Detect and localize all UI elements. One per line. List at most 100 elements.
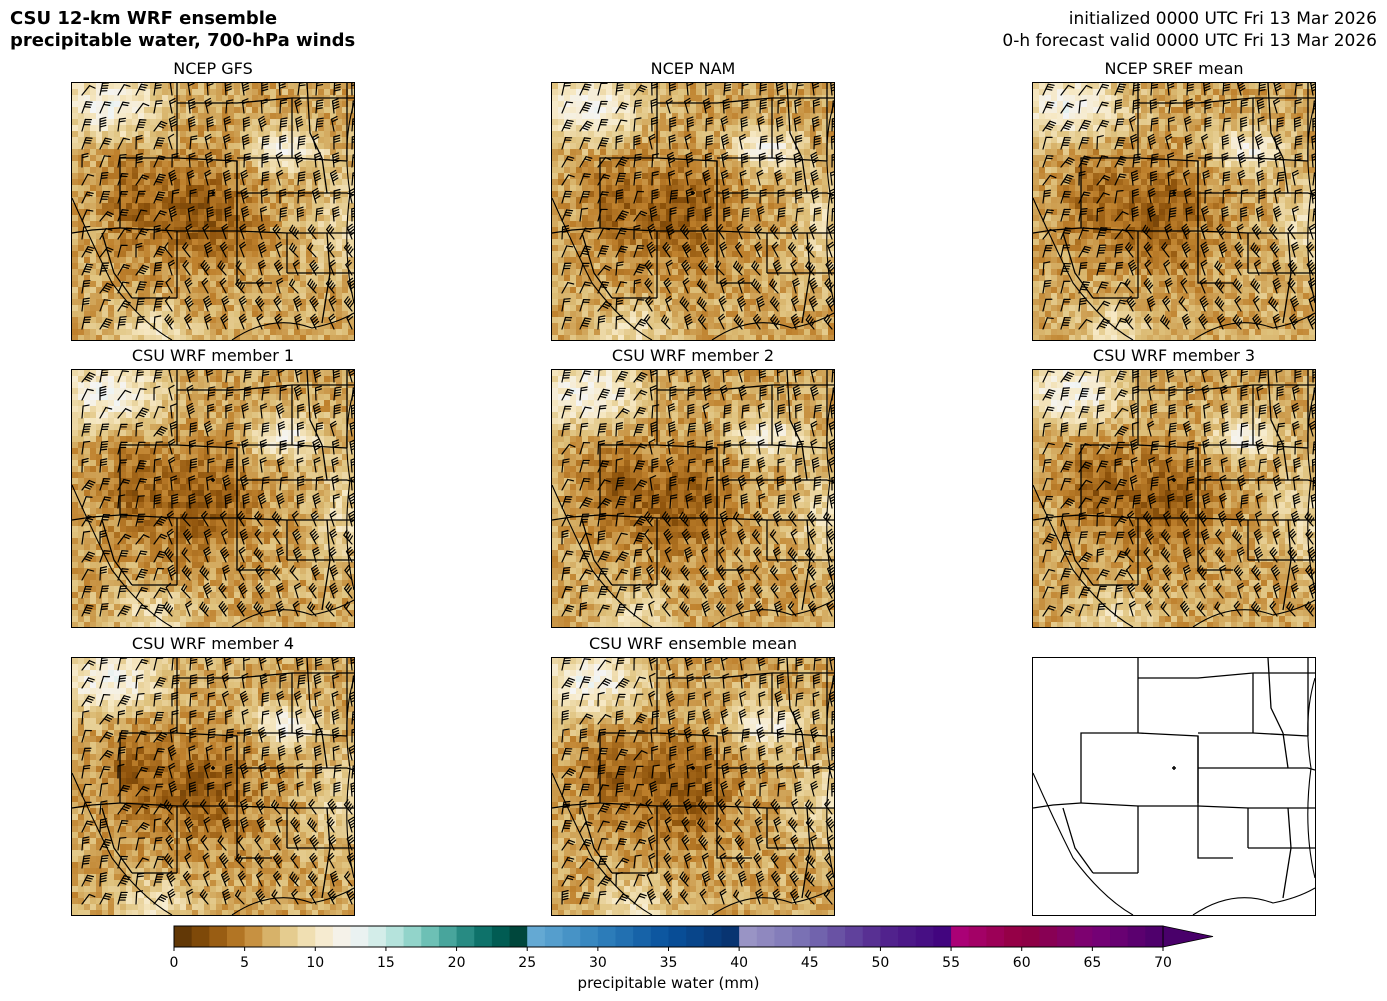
- colorbar-tick-label: 5: [240, 955, 249, 971]
- panel-title-member2: CSU WRF member 2: [551, 347, 835, 365]
- state-borders: [72, 658, 354, 915]
- colorbar-bin: [845, 926, 864, 947]
- colorbar-bin: [915, 926, 935, 947]
- colorbar-bin: [668, 926, 687, 947]
- pw-map-svg: [72, 83, 354, 340]
- colorbar-bin: [403, 926, 422, 947]
- colorbar-bin: [774, 926, 793, 947]
- colorbar-tick-label: 50: [872, 955, 890, 971]
- map-panel-nam: [551, 82, 835, 341]
- colorbar-bin: [809, 926, 829, 947]
- pw-map-svg: [1033, 83, 1315, 340]
- figure-title-line2: precipitable water, 700-hPa winds: [10, 30, 355, 52]
- colorbar-tick-label: 70: [1154, 955, 1172, 971]
- colorbar-label: precipitable water (mm): [0, 974, 1337, 992]
- colorbar-bin: [951, 926, 970, 947]
- panel-title-member1: CSU WRF member 1: [71, 347, 355, 365]
- wind-barbs: [561, 658, 834, 905]
- colorbar-bin: [1057, 926, 1076, 947]
- basemap-svg: [1033, 658, 1315, 915]
- colorbar-bin: [827, 926, 846, 947]
- colorbar-bin: [898, 926, 917, 947]
- pw-map-svg: [72, 370, 354, 627]
- colorbar-bin: [1092, 926, 1111, 947]
- colorbar-bin: [1039, 926, 1058, 947]
- map-panel-ensemble-mean: [551, 657, 835, 916]
- colorbar-bin: [1021, 926, 1040, 947]
- colorbar-tick-label: 40: [730, 955, 748, 971]
- colorbar-tick-label: 0: [170, 955, 179, 971]
- wind-barbs: [561, 370, 834, 617]
- colorbar-bin: [385, 926, 405, 947]
- colorbar-bin: [191, 926, 210, 947]
- colorbar-bin: [650, 926, 670, 947]
- colorbar-bin: [456, 926, 475, 947]
- colorbar-bin: [474, 926, 493, 947]
- state-borders: [1033, 658, 1315, 915]
- map-panel-member2: [551, 369, 835, 628]
- location-marker: [211, 766, 215, 770]
- colorbar-bin: [1074, 926, 1093, 947]
- pw-map-svg: [552, 658, 834, 915]
- wind-barbs: [1042, 83, 1315, 330]
- colorbar-bin: [1145, 926, 1164, 947]
- figure-title-line1: CSU 12-km WRF ensemble: [10, 8, 355, 30]
- colorbar-bin: [792, 926, 811, 947]
- colorbar-tick-label: 60: [1013, 955, 1031, 971]
- colorbar-bin: [509, 926, 528, 947]
- colorbar-bin: [756, 926, 776, 947]
- colorbar-bin: [615, 926, 634, 947]
- wind-barbs: [1042, 370, 1315, 617]
- colorbar-bin: [262, 926, 281, 947]
- figure-title: CSU 12-km WRF ensemble precipitable wate…: [10, 8, 355, 52]
- colorbar-tick-label: 15: [377, 955, 395, 971]
- pw-map-svg: [72, 658, 354, 915]
- colorbar-bin: [279, 926, 299, 947]
- init-time: initialized 0000 UTC Fri 13 Mar 2026: [1002, 8, 1377, 30]
- panel-title-mean: CSU WRF ensemble mean: [551, 635, 835, 653]
- colorbar-tick-label: 30: [589, 955, 607, 971]
- colorbar-bin: [1127, 926, 1146, 947]
- colorbar-bin: [739, 926, 758, 947]
- colorbar-bin: [315, 926, 334, 947]
- colorbar-bin: [880, 926, 899, 947]
- colorbar-bin: [986, 926, 1005, 947]
- colorbar-bin: [226, 926, 246, 947]
- colorbar-extend-arrow: [1162, 925, 1214, 948]
- wind-barbs: [81, 658, 354, 905]
- colorbar-bin: [633, 926, 652, 947]
- colorbar-tick-label: 20: [448, 955, 466, 971]
- map-panel-sref: [1032, 82, 1316, 341]
- colorbar-bin: [703, 926, 723, 947]
- colorbar-bin: [209, 926, 228, 947]
- colorbar-bin: [527, 926, 546, 947]
- colorbar: 0 5 10 15 20 25 30 35 40 45 50 55 60 65 70: [0, 920, 1387, 1001]
- colorbar-tick-label: 55: [942, 955, 960, 971]
- colorbar-bin: [438, 926, 458, 947]
- colorbar-bin: [686, 926, 705, 947]
- colorbar-bin: [491, 926, 511, 947]
- colorbar-bin: [1110, 926, 1129, 947]
- colorbar-tick-label: 10: [306, 955, 324, 971]
- colorbar-bin: [174, 926, 193, 947]
- colorbar-bin: [862, 926, 882, 947]
- state-borders: [1033, 83, 1315, 340]
- colorbar-bin: [580, 926, 599, 947]
- colorbar-bin: [933, 926, 952, 947]
- pw-map-svg: [552, 370, 834, 627]
- panel-title-gfs: NCEP GFS: [71, 60, 355, 78]
- panel-title-member3: CSU WRF member 3: [1032, 347, 1316, 365]
- forecast-time-info: initialized 0000 UTC Fri 13 Mar 2026 0-h…: [1002, 8, 1377, 52]
- colorbar-bin: [297, 926, 316, 947]
- location-marker: [1172, 766, 1176, 770]
- colorbar-tick-label: 65: [1083, 955, 1101, 971]
- map-panel-member1: [71, 369, 355, 628]
- colorbar-tick-label: 45: [801, 955, 819, 971]
- pw-map-svg: [1033, 370, 1315, 627]
- panel-title-sref: NCEP SREF mean: [1032, 60, 1316, 78]
- wind-barbs: [561, 83, 834, 330]
- map-panel-member4: [71, 657, 355, 916]
- valid-time: 0-h forecast valid 0000 UTC Fri 13 Mar 2…: [1002, 30, 1377, 52]
- wind-barbs: [81, 83, 354, 330]
- colorbar-bin: [721, 926, 740, 947]
